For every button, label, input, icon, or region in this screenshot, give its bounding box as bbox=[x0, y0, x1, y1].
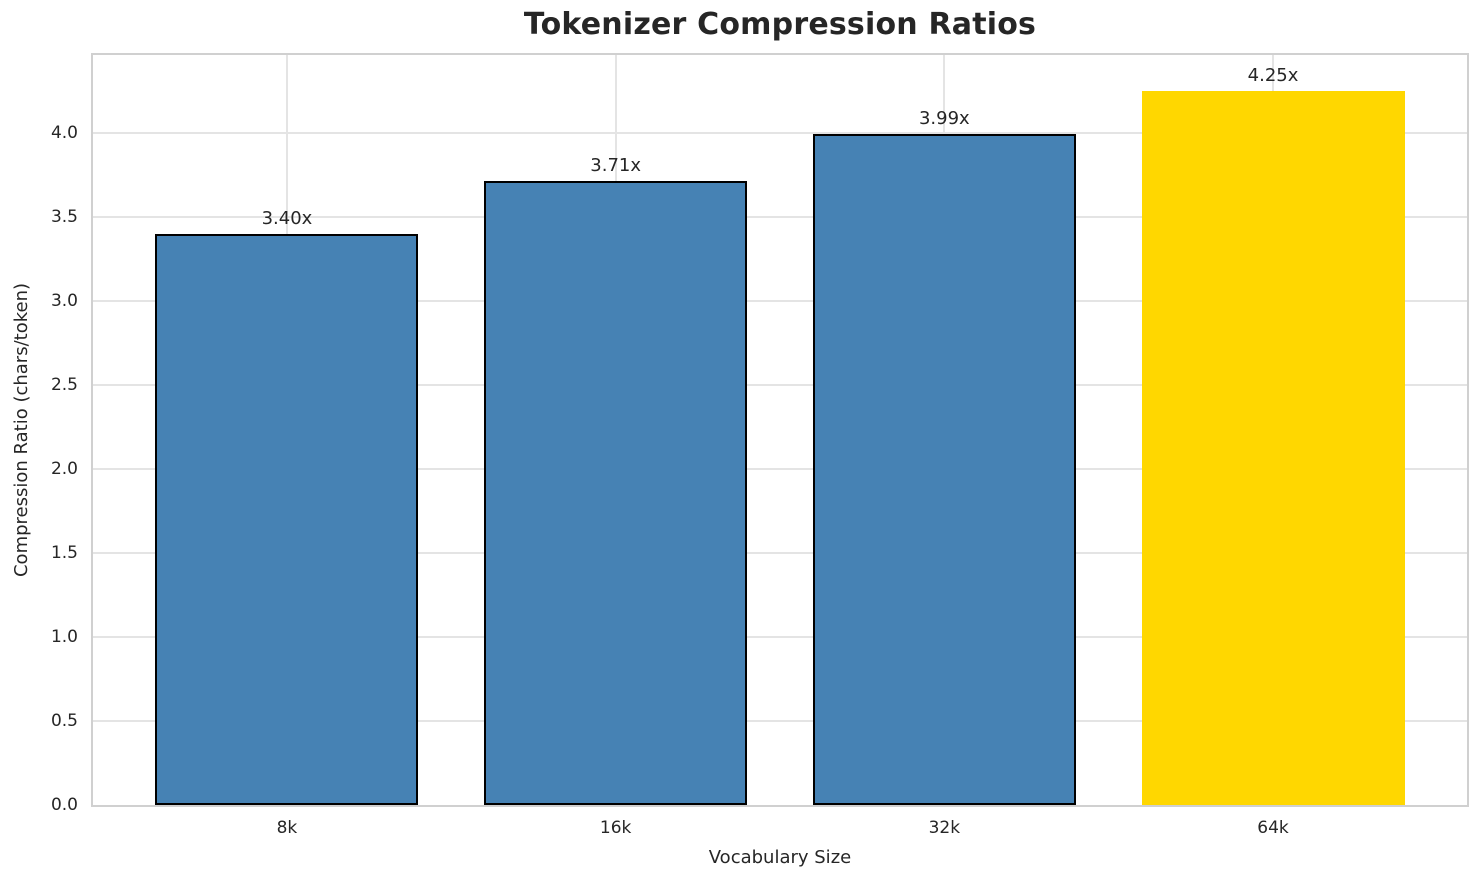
bar-8k bbox=[155, 233, 419, 805]
x-axis-ticks: 8k 16k 32k 64k bbox=[93, 817, 1467, 841]
gridline-horizontal bbox=[93, 719, 1467, 722]
gridline-horizontal bbox=[93, 215, 1467, 218]
chart-title: Tokenizer Compression Ratios bbox=[523, 7, 1037, 42]
gridline-horizontal bbox=[93, 299, 1467, 302]
plot-area: 3.40x 3.71x 3.99x 4.25x bbox=[91, 53, 1469, 807]
bar-value-label: 3.99x bbox=[918, 108, 970, 130]
y-tick-label: 2.5 bbox=[50, 374, 78, 395]
bar-value-label: 4.25x bbox=[1247, 64, 1299, 86]
bar-16k bbox=[484, 181, 748, 805]
x-axis-label: Vocabulary Size bbox=[708, 847, 852, 868]
gridline-horizontal bbox=[93, 551, 1467, 554]
y-tick-label: 1.5 bbox=[50, 542, 78, 563]
y-tick-label: 4.0 bbox=[50, 122, 78, 143]
x-tick-label: 64k bbox=[1257, 818, 1289, 838]
bar-value-label: 3.71x bbox=[590, 155, 642, 177]
y-tick-label: 3.0 bbox=[50, 290, 78, 311]
bar-64k bbox=[1141, 90, 1405, 805]
y-tick-label: 0.0 bbox=[50, 795, 78, 815]
gridline-horizontal bbox=[93, 635, 1467, 638]
y-axis-ticks: 0.0 0.5 1.0 1.5 2.0 2.5 3.0 3.5 4.0 bbox=[0, 55, 78, 815]
y-tick-label: 3.5 bbox=[50, 206, 78, 227]
bar-value-label: 3.40x bbox=[261, 207, 313, 229]
gridline-horizontal bbox=[93, 131, 1467, 134]
gridline-horizontal bbox=[93, 383, 1467, 386]
gridline-horizontal bbox=[93, 467, 1467, 470]
x-tick-label: 8k bbox=[276, 818, 298, 838]
y-tick-label: 1.0 bbox=[50, 626, 78, 647]
bar-32k bbox=[812, 134, 1076, 805]
x-tick-label: 16k bbox=[599, 818, 632, 838]
y-tick-label: 2.0 bbox=[50, 458, 78, 479]
y-tick-label: 0.5 bbox=[50, 710, 78, 731]
x-tick-label: 32k bbox=[928, 818, 961, 838]
